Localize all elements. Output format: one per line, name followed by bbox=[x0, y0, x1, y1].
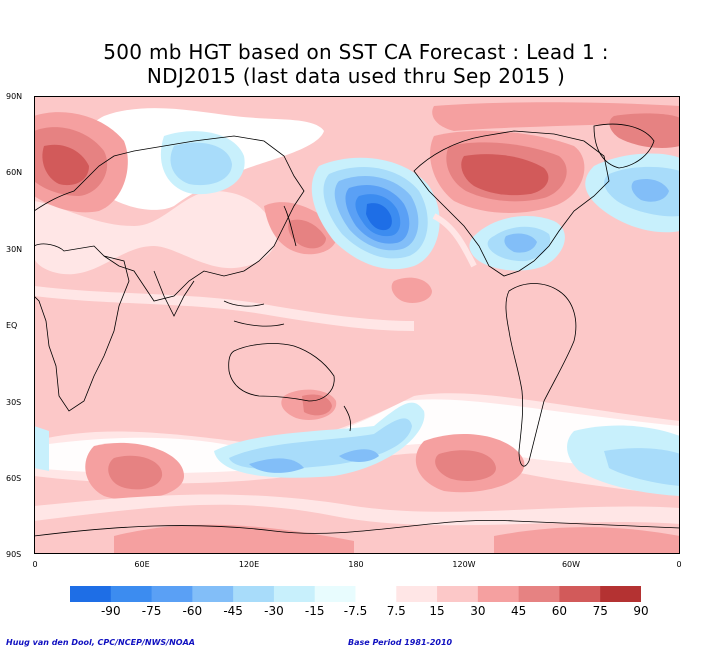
legend-label: -45 bbox=[223, 604, 243, 618]
color-legend bbox=[70, 586, 641, 602]
lat-label-eq: EQ bbox=[6, 321, 18, 330]
continent-outlines bbox=[34, 123, 680, 537]
anomaly-map bbox=[34, 96, 680, 554]
south-america-outline bbox=[505, 283, 577, 467]
legend-label: 45 bbox=[511, 604, 527, 618]
legend-label: 30 bbox=[470, 604, 486, 618]
lon-label-0-east: 0 bbox=[676, 560, 682, 569]
new-zealand-outline bbox=[343, 405, 352, 432]
lat-label-60n: 60N bbox=[6, 168, 23, 177]
lat-label-90s: 90S bbox=[6, 550, 22, 559]
legend-swatch bbox=[70, 586, 112, 602]
legend-swatch bbox=[314, 586, 356, 602]
anomaly-fields bbox=[34, 96, 680, 554]
legend-swatch bbox=[110, 586, 153, 602]
antarctica-outline bbox=[34, 519, 680, 537]
lon-label-0: 0 bbox=[32, 560, 38, 569]
legend-label: -7.5 bbox=[343, 604, 368, 618]
legend-swatch bbox=[192, 586, 234, 602]
legend-label: 15 bbox=[429, 604, 445, 618]
lat-label-30n: 30N bbox=[6, 245, 23, 254]
credit-text: Huug van den Dool, CPC/NCEP/NWS/NOAA bbox=[6, 638, 195, 647]
greenland-outline bbox=[593, 123, 655, 169]
lat-label-90n: 90N bbox=[6, 92, 23, 101]
legend-label: 90 bbox=[633, 604, 649, 618]
japan-outline bbox=[283, 205, 297, 247]
lon-label-120e: 120E bbox=[238, 560, 260, 569]
legend-swatch bbox=[437, 586, 479, 602]
se-asia-islands bbox=[223, 300, 285, 327]
lon-label-60e: 60E bbox=[134, 560, 150, 569]
lat-label-30s: 30S bbox=[6, 398, 22, 407]
map-title-line-2: NDJ2015 (last data used thru Sep 2015 ) bbox=[146, 64, 566, 88]
lat-label-60s: 60S bbox=[6, 474, 22, 483]
legend-label: 7.5 bbox=[386, 604, 406, 618]
legend-swatch bbox=[273, 586, 316, 602]
legend-swatch bbox=[559, 586, 601, 602]
legend-label: -90 bbox=[100, 604, 121, 618]
australia-outline bbox=[228, 343, 335, 402]
map-title-line-1: 500 mb HGT based on SST CA Forecast : Le… bbox=[103, 40, 609, 64]
legend-swatch bbox=[518, 586, 560, 602]
legend-label: -75 bbox=[141, 604, 162, 618]
map-frame bbox=[34, 96, 680, 554]
legend-swatch bbox=[355, 586, 397, 602]
lon-label-60w: 60W bbox=[561, 560, 581, 569]
legend-swatch bbox=[600, 586, 641, 602]
north-america-outline bbox=[413, 130, 610, 277]
legend-label: 60 bbox=[551, 604, 568, 618]
india-outline bbox=[153, 270, 195, 317]
legend-label: 75 bbox=[592, 604, 608, 618]
legend-swatch bbox=[151, 586, 193, 602]
legend-swatch bbox=[396, 586, 438, 602]
lon-label-120w: 120W bbox=[452, 560, 476, 569]
legend-swatch bbox=[477, 586, 520, 602]
siberia-negative bbox=[170, 142, 232, 186]
legend-label: -15 bbox=[304, 604, 325, 618]
legend-label: -30 bbox=[264, 604, 284, 618]
africa-outline bbox=[34, 243, 130, 412]
base-period-text: Base Period 1981-2010 bbox=[348, 638, 453, 647]
eurasia-outline bbox=[34, 135, 305, 302]
legend-label: -60 bbox=[182, 604, 203, 618]
legend-swatch bbox=[233, 586, 275, 602]
lon-label-180: 180 bbox=[348, 560, 364, 569]
